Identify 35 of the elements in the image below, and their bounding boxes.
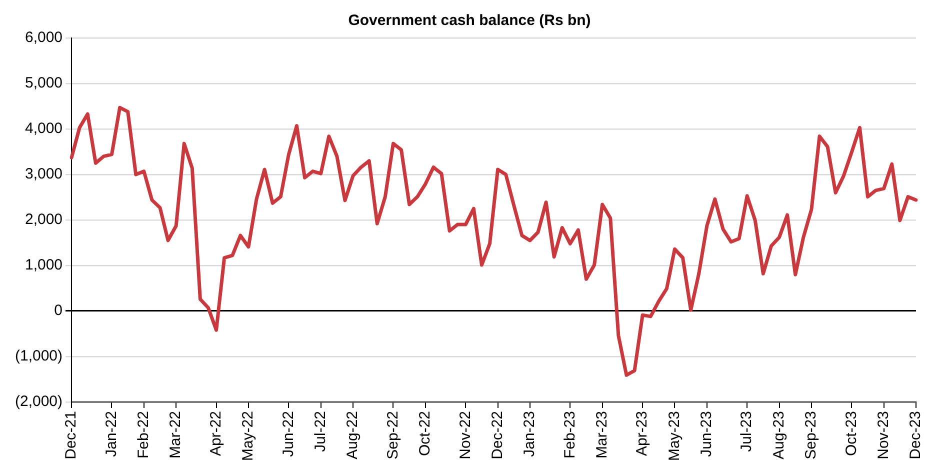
y-tick-label: 5,000 [24, 74, 63, 92]
x-tick-label: Aug-22 [344, 410, 362, 460]
x-tick-label: Apr-23 [634, 410, 651, 456]
x-tick-label: Jul-23 [738, 410, 756, 452]
x-tick-label: May-22 [240, 410, 257, 462]
x-tick-label: Jun-23 [698, 410, 716, 457]
y-tick-label: 3,000 [24, 166, 63, 183]
y-tick-label: 4,000 [24, 120, 63, 138]
y-tick-label: 2,000 [24, 211, 63, 228]
x-tick-label: Nov-22 [456, 410, 474, 460]
x-tick-label: Mar-23 [593, 410, 610, 458]
x-tick-label: Sep-23 [802, 410, 820, 460]
y-tick-label: 1,000 [24, 256, 63, 274]
x-tick-label: Dec-23 [907, 410, 924, 460]
x-tick-label: Apr-22 [207, 410, 224, 456]
x-tick-label: Dec-21 [62, 410, 80, 460]
y-tick-label: 0 [54, 302, 63, 320]
y-tick-label: (2,000) [14, 393, 63, 410]
x-tick-label: Feb-23 [561, 410, 578, 459]
x-tick-label: Aug-23 [770, 410, 788, 460]
x-tick-label: Sep-22 [384, 410, 402, 460]
x-tick-label: Dec-22 [488, 410, 506, 460]
y-tick-label: (1,000) [14, 348, 63, 365]
x-tick-label: Nov-23 [874, 410, 892, 460]
x-tick-label: Mar-22 [167, 410, 184, 458]
x-tick-label: Jan-23 [521, 410, 538, 457]
chart-title: Government cash balance (Rs bn) [348, 12, 591, 30]
y-tick-label: 6,000 [24, 29, 63, 46]
x-tick-label: Jul-22 [312, 410, 329, 452]
x-tick-label: Oct-22 [416, 410, 434, 456]
x-tick-label: Jan-22 [102, 410, 120, 457]
x-tick-label: Oct-23 [842, 410, 860, 456]
x-tick-label: Jun-22 [280, 410, 297, 457]
x-tick-label: Feb-22 [135, 410, 152, 459]
x-tick-label: May-23 [666, 410, 683, 462]
